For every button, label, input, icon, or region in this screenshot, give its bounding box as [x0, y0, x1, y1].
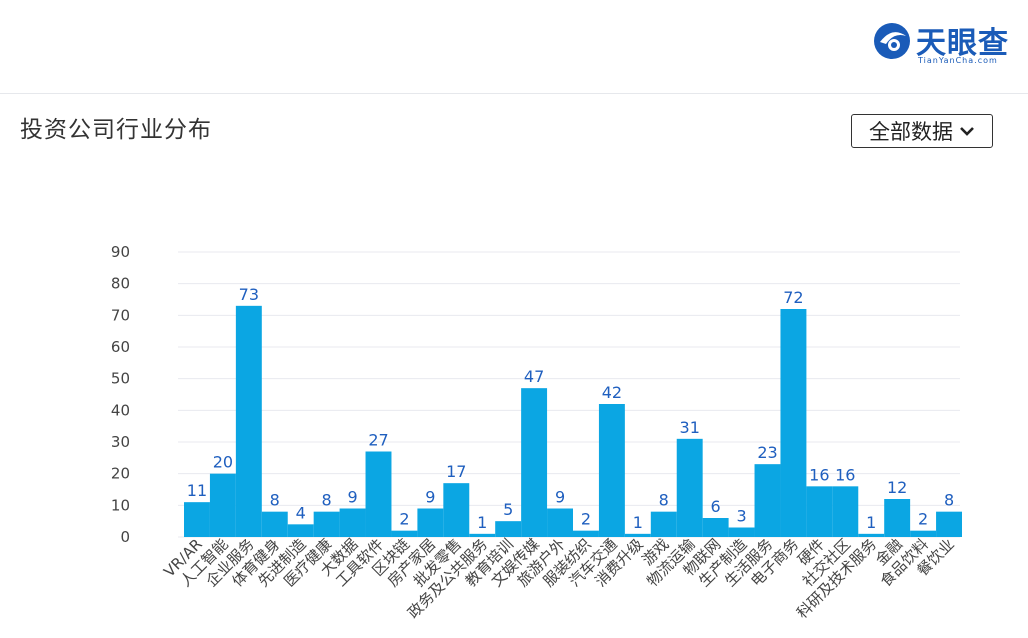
bar: [235, 305, 262, 537]
header-band: 天眼查 TianYanCha.com: [0, 0, 1028, 94]
y-tick-label: 80: [111, 275, 130, 293]
y-axis-ticks: 0 10 20 30 40 50 60 70 80 90: [111, 243, 130, 546]
bar-value-label: 31: [680, 418, 700, 437]
bar-value-label: 6: [711, 497, 721, 516]
bar: [806, 486, 833, 537]
bar-value-label: 2: [918, 510, 928, 529]
bar-value-label: 8: [322, 491, 332, 510]
bar: [209, 473, 236, 537]
bar: [728, 527, 755, 537]
bar-value-label: 42: [602, 383, 622, 402]
y-tick-label: 90: [111, 243, 130, 261]
bar-value-label: 16: [809, 465, 829, 484]
bar: [287, 524, 314, 537]
bar: [780, 309, 807, 537]
bar: [624, 533, 651, 537]
eye-logo-icon: [874, 23, 910, 59]
bar: [832, 486, 859, 537]
bar: [702, 518, 729, 537]
bar-value-label: 23: [757, 443, 777, 462]
bar-value-label: 16: [835, 465, 855, 484]
bar-value-label: 9: [555, 488, 565, 507]
bar-value-label: 8: [270, 491, 280, 510]
bars: [184, 305, 962, 537]
bar: [547, 508, 573, 537]
bar-value-label: 27: [368, 431, 388, 450]
bar-value-label: 11: [187, 481, 207, 500]
y-tick-label: 70: [111, 306, 130, 324]
industry-distribution-panel: 投资公司行业分布 全部数据: [0, 94, 1028, 638]
bar: [936, 511, 962, 537]
bar: [417, 508, 444, 537]
bar-value-label: 9: [347, 488, 357, 507]
y-tick-label: 20: [111, 465, 130, 483]
y-tick-label: 50: [111, 370, 130, 388]
bar: [573, 530, 599, 537]
bar-value-label: 73: [239, 285, 259, 304]
bar-value-label: 20: [213, 453, 233, 472]
bar: [313, 511, 340, 537]
bar: [650, 511, 677, 537]
bar-value-label: 17: [446, 462, 466, 481]
bar-value-label: 2: [581, 510, 591, 529]
bar-value-label: 2: [399, 510, 409, 529]
y-tick-label: 10: [111, 496, 130, 514]
bar-value-label: 1: [866, 513, 876, 532]
bar: [365, 451, 392, 537]
bar: [184, 502, 210, 537]
bar-value-label: 9: [425, 488, 435, 507]
bar: [469, 533, 496, 537]
bar: [339, 508, 366, 537]
bar-value-label: 4: [296, 503, 306, 522]
bar: [261, 511, 288, 537]
bar-value-label: 8: [659, 491, 669, 510]
bar: [884, 499, 911, 537]
bar-value-label: 1: [633, 513, 643, 532]
bar: [598, 404, 625, 537]
bar: [754, 464, 781, 537]
bar: [443, 483, 470, 537]
bar: [858, 533, 885, 537]
bar-value-label: 5: [503, 500, 513, 519]
filter-selected-value: 全部数据: [869, 120, 953, 144]
bar-value-label: 72: [783, 288, 803, 307]
bar-value-label: 8: [944, 491, 954, 510]
bar: [676, 438, 703, 537]
tianyancha-logo: 天眼查 TianYanCha.com: [872, 18, 1022, 70]
x-axis-ticks: VR/AR人工智能企业服务体育健身先进制造医疗健康大数据工具软件区块链房产家居批…: [160, 535, 958, 622]
data-filter-dropdown[interactable]: 全部数据: [851, 114, 993, 148]
y-tick-label: 0: [120, 528, 130, 546]
bar: [495, 521, 522, 537]
y-tick-label: 40: [111, 401, 130, 419]
logo-subtext: TianYanCha.com: [918, 56, 998, 65]
logo-text: 天眼查: [916, 26, 1009, 61]
y-tick-label: 60: [111, 338, 130, 356]
y-tick-label: 30: [111, 433, 130, 451]
bar-value-label: 12: [887, 478, 907, 497]
chevron-down-icon: [959, 125, 975, 137]
bar: [521, 388, 548, 537]
bar: [391, 530, 418, 537]
bar-value-label: 3: [736, 507, 746, 526]
bar-value-label: 1: [477, 513, 487, 532]
bar-value-label: 47: [524, 367, 544, 386]
bar: [910, 530, 937, 537]
panel-title: 投资公司行业分布: [20, 117, 212, 143]
